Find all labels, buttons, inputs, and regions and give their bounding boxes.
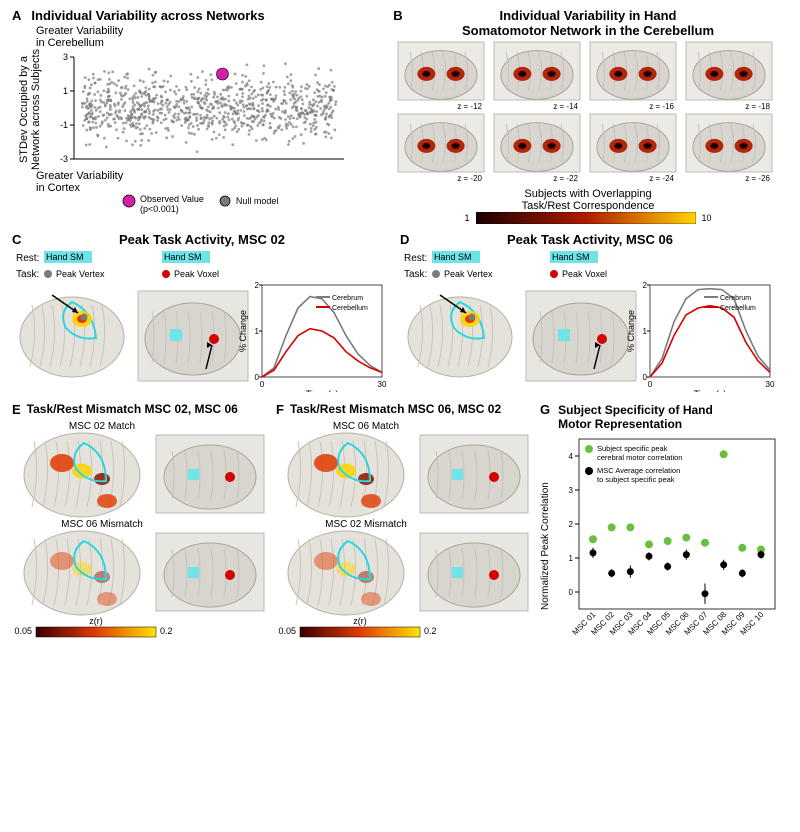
svg-text:Hand SM: Hand SM [552, 252, 590, 262]
svg-text:2: 2 [569, 520, 574, 529]
panel-a-label: A [12, 8, 21, 23]
svg-text:Peak Vertex: Peak Vertex [56, 269, 105, 279]
svg-text:Rest:: Rest: [16, 253, 39, 264]
panel-b-cbar-label: Subjects with Overlapping Task/Rest Corr… [388, 188, 788, 212]
panel-d-figure: Rest: Hand SM Hand SM Task: Peak Vertex Peak … [400, 247, 780, 392]
svg-text:MSC 06 Mismatch: MSC 06 Mismatch [61, 519, 143, 530]
panel-d-title: Peak Task Activity, MSC 06 [507, 232, 673, 247]
svg-text:3: 3 [63, 52, 68, 62]
panel-a-title: Individual Variability across Networks [31, 8, 264, 23]
null-dot-icon [220, 196, 230, 206]
svg-text:Rest:: Rest: [404, 253, 427, 264]
svg-text:4: 4 [569, 452, 574, 461]
panel-c-title: Peak Task Activity, MSC 02 [119, 232, 285, 247]
panel-b-slices: z = -12 z = -14 z = -16 z = -18 z = -20 z = -… [388, 38, 788, 188]
svg-text:MSC 06 Match: MSC 06 Match [333, 421, 399, 432]
svg-text:1: 1 [569, 554, 574, 563]
panel-a-lower-text: Greater Variability in Cortex [36, 170, 382, 194]
panel-b-label: B [393, 8, 402, 23]
svg-text:30: 30 [766, 380, 775, 389]
panel-a-legend-null: Null model [236, 196, 279, 206]
svg-text:MSC Average correlation: MSC Average correlation [597, 466, 680, 475]
svg-text:Task:: Task: [404, 269, 427, 280]
svg-text:MSC 02 Mismatch: MSC 02 Mismatch [325, 519, 407, 530]
svg-text:0: 0 [569, 588, 574, 597]
panel-g-title: Subject Specificity of Hand Motor Repres… [558, 403, 713, 431]
svg-text:Cerebellum: Cerebellum [720, 305, 756, 312]
svg-text:z(r): z(r) [89, 616, 103, 626]
svg-text:0: 0 [260, 380, 265, 389]
svg-text:0.2: 0.2 [424, 626, 437, 636]
panel-e-figure: MSC 02 Match MSC 06 Mismatch 0.05 z(r) 0.2 [12, 417, 272, 647]
svg-text:Hand SM: Hand SM [164, 252, 202, 262]
svg-text:Peak Voxel: Peak Voxel [562, 269, 607, 279]
svg-text:Time (s): Time (s) [306, 389, 339, 392]
svg-text:0.05: 0.05 [278, 626, 296, 636]
svg-text:3: 3 [569, 486, 574, 495]
svg-text:Hand SM: Hand SM [46, 252, 84, 262]
svg-text:0.05: 0.05 [14, 626, 32, 636]
svg-text:z = -18: z = -18 [745, 102, 770, 111]
svg-text:Task:: Task: [16, 269, 39, 280]
svg-text:0.2: 0.2 [160, 626, 173, 636]
svg-text:2: 2 [643, 281, 648, 290]
svg-text:z = -14: z = -14 [553, 102, 578, 111]
svg-text:-3: -3 [60, 154, 68, 164]
svg-text:to subject specific peak: to subject specific peak [597, 475, 675, 484]
panel-g-label: G [540, 402, 550, 417]
svg-text:0: 0 [648, 380, 653, 389]
panel-a-yaxis: STDev Occupied by a Network across Subje… [18, 49, 42, 170]
svg-text:cerebral motor correlation: cerebral motor correlation [597, 453, 682, 462]
panel-b-colorbar [476, 212, 696, 224]
svg-text:% Change: % Change [238, 310, 248, 352]
svg-text:z = -22: z = -22 [553, 174, 578, 183]
panel-d-label: D [400, 232, 409, 247]
svg-text:z = -24: z = -24 [649, 174, 674, 183]
panel-b-cbar-min: 1 [464, 213, 469, 223]
panel-a-legend-obs: Observed Value (p<0.001) [140, 194, 204, 214]
panel-f-figure: MSC 06 Match MSC 02 Mismatch 0.05 z(r) 0.2 [276, 417, 536, 647]
panel-b-title: Individual Variability in Hand Somatomot… [462, 8, 714, 38]
panel-a-scatter: -3 -1 1 3 [44, 49, 354, 169]
svg-text:z = -26: z = -26 [745, 174, 770, 183]
svg-text:1: 1 [63, 86, 68, 96]
panel-a-upper-text: Greater Variability in Cerebellum [36, 25, 382, 49]
svg-text:z = -16: z = -16 [649, 102, 674, 111]
svg-text:Cerebrum: Cerebrum [332, 295, 363, 302]
svg-text:1: 1 [643, 327, 648, 336]
svg-text:Peak Vertex: Peak Vertex [444, 269, 493, 279]
svg-text:Peak Voxel: Peak Voxel [174, 269, 219, 279]
svg-text:Time (s): Time (s) [694, 389, 727, 392]
svg-text:% Change: % Change [626, 310, 636, 352]
panel-g-chart: 0 1 2 3 4 Subject specific peakcerebral motor… [551, 431, 781, 661]
svg-text:Hand SM: Hand SM [434, 252, 472, 262]
panel-c-label: C [12, 232, 21, 247]
svg-text:z = -20: z = -20 [457, 174, 482, 183]
svg-text:-1: -1 [60, 120, 68, 130]
svg-text:Cerebrum: Cerebrum [720, 295, 751, 302]
svg-text:2: 2 [255, 281, 260, 290]
panel-g-ylabel: Normalized Peak Correlation [540, 431, 551, 661]
svg-text:30: 30 [378, 380, 387, 389]
svg-text:z = -12: z = -12 [457, 102, 482, 111]
observed-dot-icon [123, 195, 135, 207]
panel-c-figure: Rest: Hand SM Hand SM Task: Peak Vertex Peak … [12, 247, 392, 392]
svg-text:1: 1 [255, 327, 260, 336]
svg-text:Subject specific peak: Subject specific peak [597, 444, 668, 453]
panel-b-cbar-max: 10 [702, 213, 712, 223]
svg-text:Cerebellum: Cerebellum [332, 305, 368, 312]
svg-text:MSC 02 Match: MSC 02 Match [69, 421, 135, 432]
svg-text:z(r): z(r) [353, 616, 367, 626]
